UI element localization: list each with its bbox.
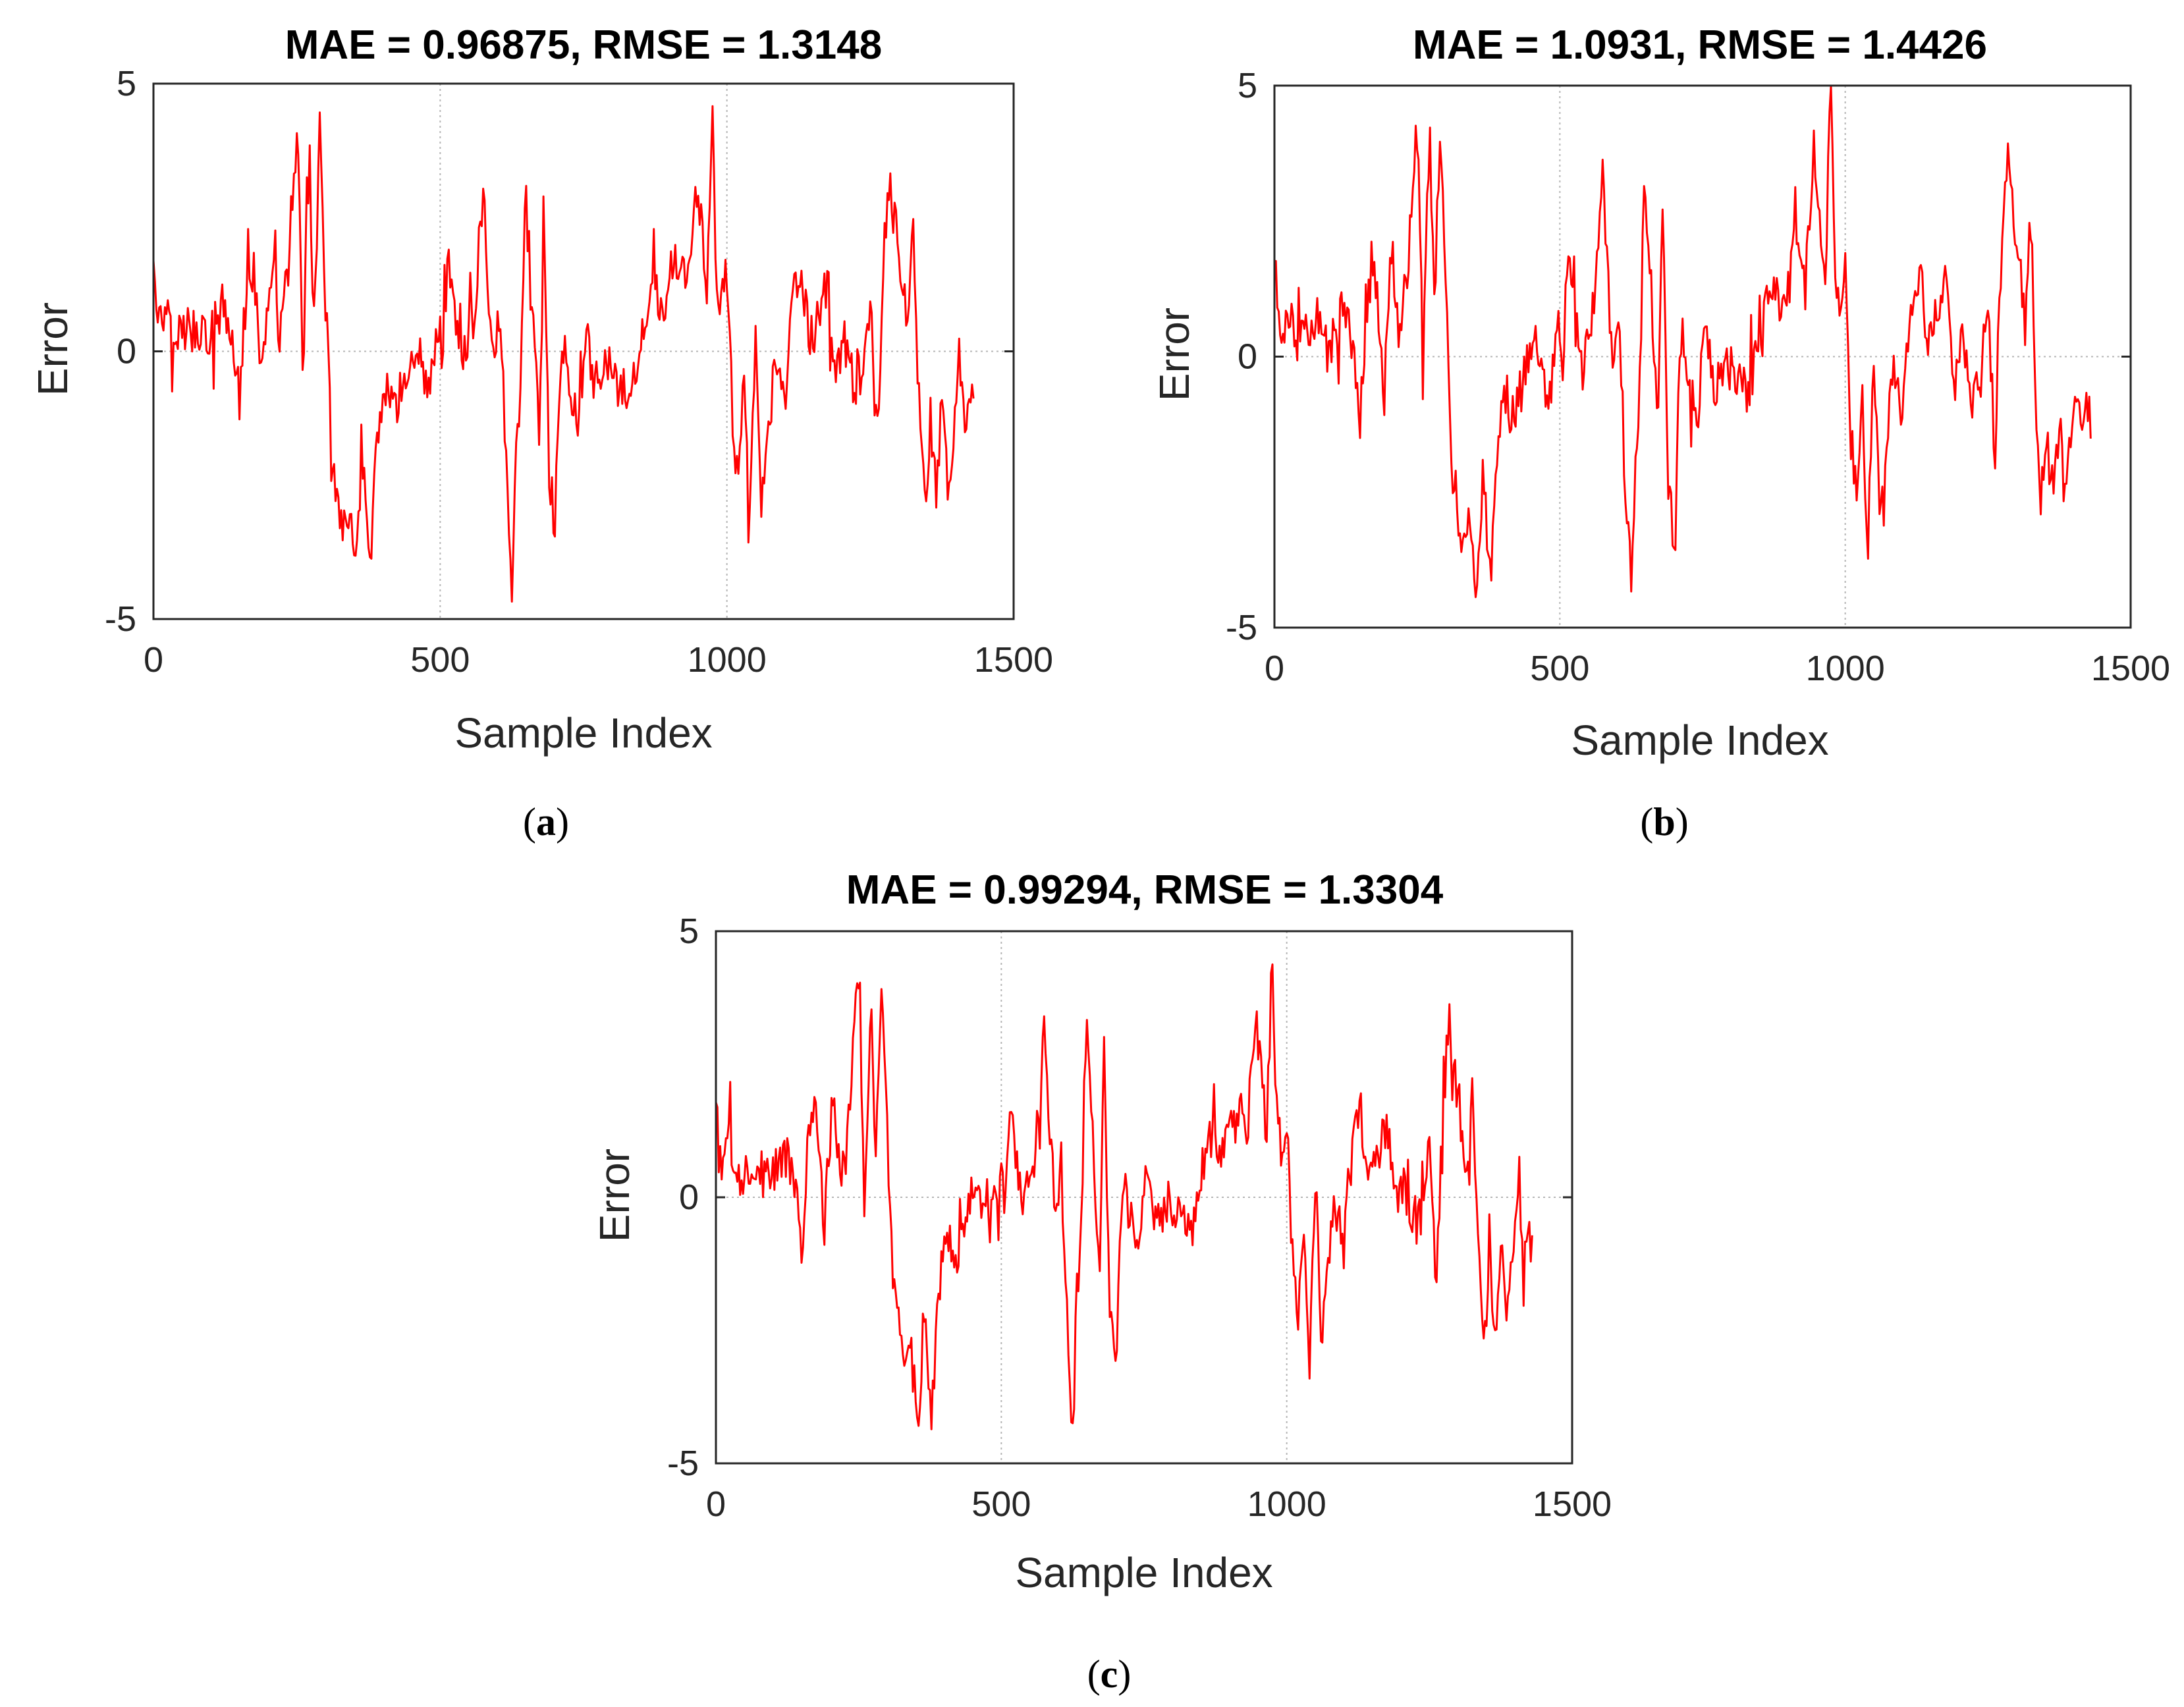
x-tick-label-500: 500 <box>971 1484 1031 1524</box>
x-tick-label-1000: 1000 <box>688 640 767 680</box>
chart-title: MAE = 1.0931, RMSE = 1.4426 <box>1413 22 1987 68</box>
error-series-line <box>1273 84 2092 599</box>
x-axis-label: Sample Index <box>1015 1549 1272 1596</box>
panel-caption: (a) <box>523 800 569 844</box>
x-tick-label-1500: 1500 <box>2091 649 2170 688</box>
error-series-line <box>152 105 975 603</box>
x-tick-label-1500: 1500 <box>1533 1484 1612 1524</box>
chart-title: MAE = 0.96875, RMSE = 1.3148 <box>285 22 882 68</box>
y-tick-label-5: 5 <box>1238 66 1257 105</box>
x-tick-label-1000: 1000 <box>1247 1484 1326 1524</box>
x-axis-label: Sample Index <box>1571 717 1828 764</box>
x-tick-label-500: 500 <box>1530 649 1589 688</box>
plot-frame <box>152 82 1015 620</box>
x-axis-label: Sample Index <box>454 709 712 757</box>
y-tick-label-minus5: -5 <box>667 1444 699 1483</box>
x-tick-label-0: 0 <box>144 640 163 680</box>
panel-b: MAE = 1.0931, RMSE = 1.4426 0 500 1000 1… <box>1151 22 2170 844</box>
y-tick-label-5: 5 <box>117 64 136 103</box>
y-axis-label: Error <box>1151 308 1198 401</box>
tick-marks <box>716 930 1572 1465</box>
x-tick-label-1000: 1000 <box>1806 649 1885 688</box>
y-axis-label: Error <box>591 1149 638 1242</box>
tick-marks <box>1274 84 2131 629</box>
y-tick-label-0: 0 <box>679 1178 699 1217</box>
x-tick-label-1500: 1500 <box>974 640 1053 680</box>
x-tick-label-500: 500 <box>410 640 470 680</box>
grid-lines <box>1000 931 1288 1463</box>
y-tick-label-minus5: -5 <box>1226 608 1257 647</box>
y-axis-label: Error <box>29 302 76 396</box>
chart-title: MAE = 0.99294, RMSE = 1.3304 <box>846 867 1444 913</box>
y-tick-label-5: 5 <box>679 911 699 951</box>
panel-caption: (c) <box>1087 1652 1132 1696</box>
grid-lines <box>1559 86 1846 628</box>
grid-lines <box>439 84 728 619</box>
x-tick-label-0: 0 <box>706 1484 726 1524</box>
panel-c: MAE = 0.99294, RMSE = 1.3304 0 500 1000 … <box>591 867 1612 1696</box>
x-tick-label-0: 0 <box>1265 649 1284 688</box>
y-tick-label-minus5: -5 <box>105 599 136 639</box>
panel-a: MAE = 0.96875, RMSE = 1.3148 0 500 1000 … <box>29 22 1053 844</box>
tick-marks <box>153 82 1014 620</box>
panel-caption: (b) <box>1640 800 1688 844</box>
error-series-line <box>715 963 1533 1430</box>
y-tick-label-0: 0 <box>1238 337 1257 377</box>
y-tick-label-0: 0 <box>117 332 136 371</box>
